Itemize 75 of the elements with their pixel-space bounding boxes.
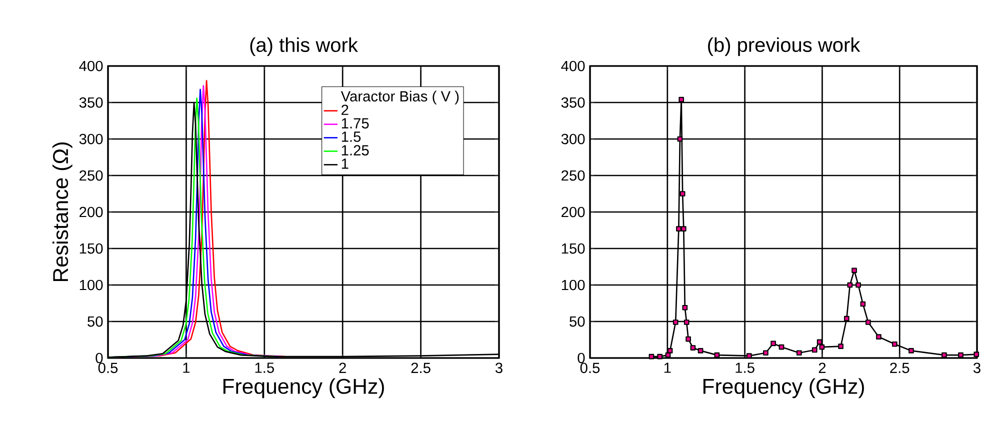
y-tick-label: 150 xyxy=(562,243,585,254)
point xyxy=(698,348,704,354)
point xyxy=(763,350,768,356)
point xyxy=(714,352,720,358)
x-tick-label: 2.5 xyxy=(890,362,910,374)
point xyxy=(796,350,802,356)
point xyxy=(812,347,818,353)
legend-title: Varactor Bias ( V ) xyxy=(340,90,459,104)
y-tick-label: 200 xyxy=(80,206,103,218)
x-tick-label: 1.5 xyxy=(736,362,754,373)
point xyxy=(844,316,850,322)
x-axis-title: Frequency (GHz) xyxy=(703,378,864,398)
x-tick-label: 0.5 xyxy=(98,362,118,374)
point xyxy=(770,340,776,346)
y-tick-label: 250 xyxy=(562,170,585,181)
point xyxy=(876,334,882,340)
point xyxy=(686,336,691,342)
point xyxy=(778,344,784,350)
point xyxy=(677,136,683,142)
y-tick-label: 200 xyxy=(562,206,585,218)
point xyxy=(680,191,686,196)
point xyxy=(648,354,654,360)
point xyxy=(958,352,964,358)
y-tick-label: 50 xyxy=(88,316,103,327)
x-tick-label: 3 xyxy=(495,362,502,374)
point xyxy=(684,320,690,325)
point xyxy=(866,320,871,325)
y-tick-label: 400 xyxy=(561,60,585,72)
point xyxy=(860,301,866,307)
point xyxy=(672,320,678,325)
y-tick-label: 250 xyxy=(80,170,103,181)
x-tick-label: 3 xyxy=(974,362,980,374)
point xyxy=(847,282,853,288)
point xyxy=(682,304,688,310)
legend-label: 1 xyxy=(342,158,348,169)
y-tick-label: 300 xyxy=(561,134,585,144)
y-tick-label: 100 xyxy=(80,280,103,290)
x-tick-label: 1 xyxy=(183,362,190,373)
legend-label: 1.75 xyxy=(342,118,369,128)
point xyxy=(852,268,857,274)
y-tick-label: 50 xyxy=(570,316,585,327)
x-tick-label: 1 xyxy=(664,362,671,373)
point xyxy=(838,344,844,349)
y-tick-label: 150 xyxy=(80,243,103,254)
point xyxy=(942,352,947,358)
x-tick-label: 2 xyxy=(818,362,826,373)
point xyxy=(819,344,825,350)
x-tick-label: 2.5 xyxy=(411,362,430,374)
x-tick-label: 1.5 xyxy=(255,362,274,373)
point xyxy=(816,339,822,345)
y-tick-label: 100 xyxy=(562,280,585,290)
legend-label: 2 xyxy=(342,104,348,115)
point xyxy=(681,226,686,232)
x-axis-title: Frequency (GHz) xyxy=(223,378,384,398)
point xyxy=(690,345,696,350)
y-tick-label: 350 xyxy=(79,97,103,108)
y-tick-label: 400 xyxy=(79,60,103,72)
chart-title: (b) previous work xyxy=(708,37,860,56)
point xyxy=(678,96,684,102)
legend-label: 1.25 xyxy=(342,145,369,156)
point xyxy=(892,341,898,347)
y-tick-label: 350 xyxy=(561,97,585,108)
y-tick-label: 0 xyxy=(96,352,103,364)
legend-label: 1.5 xyxy=(342,132,361,142)
point xyxy=(974,352,980,358)
point xyxy=(657,354,662,360)
y-tick-label: 0 xyxy=(578,352,585,364)
y-axis-title: Resistance (Ω) xyxy=(52,142,72,282)
x-tick-label: 0.5 xyxy=(580,362,600,374)
chart-title: (a) this work xyxy=(250,37,358,56)
point xyxy=(908,348,914,354)
point xyxy=(676,226,682,232)
y-tick-label: 300 xyxy=(79,134,103,144)
point xyxy=(856,282,861,288)
x-tick-label: 2 xyxy=(339,362,346,373)
